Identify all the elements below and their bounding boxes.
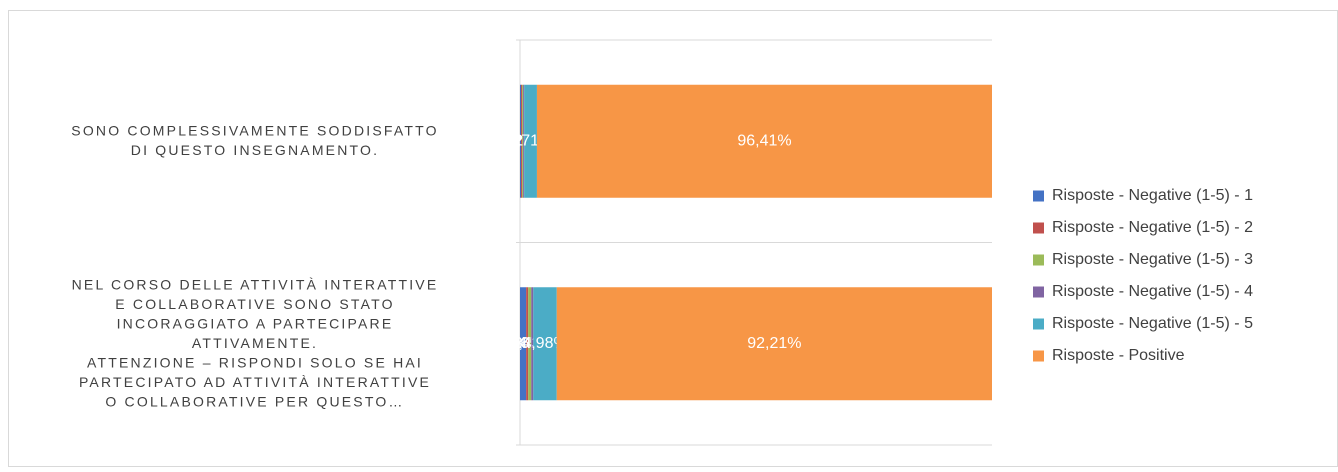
bar-segment: [531, 287, 534, 401]
value-label: 92,21%: [747, 335, 801, 352]
bar-segment: [526, 287, 529, 401]
category-label: SONO COMPLESSIVAMENTE SODDISFATTO DI QUES…: [71, 122, 438, 158]
bar-segment: [533, 287, 557, 401]
bar-segment: [520, 84, 522, 198]
bar-segment: [521, 84, 523, 198]
legend-label: Risposte - Negative (1-5) - 3: [1052, 251, 1253, 268]
legend-label: Risposte - Negative (1-5) - 4: [1052, 283, 1253, 300]
bar-segment: [524, 84, 537, 198]
legend-swatch: [1033, 190, 1044, 202]
legend-label: Risposte - Positive: [1052, 347, 1185, 364]
bar-segment: [520, 287, 527, 401]
legend-label: Risposte - Negative (1-5) - 1: [1052, 187, 1253, 204]
bar-segment: [523, 84, 525, 198]
bar-segment: [522, 84, 524, 198]
legend-label: Risposte - Negative (1-5) - 5: [1052, 315, 1253, 332]
value-label: 96,41%: [737, 132, 791, 149]
category-label: NEL CORSO DELLE ATTIVITÀ INTERATTIVE E CO…: [72, 276, 439, 409]
legend-swatch: [1033, 286, 1044, 298]
legend-swatch: [1033, 222, 1044, 234]
bar-segment: [528, 287, 532, 401]
legend-label: Risposte - Negative (1-5) - 2: [1052, 219, 1253, 236]
bar-segment: [536, 84, 992, 198]
bar-segment: [556, 287, 992, 401]
legend-swatch: [1033, 254, 1044, 266]
value-label: 4,98%: [522, 335, 567, 352]
legend-swatch: [1033, 350, 1044, 362]
legend-swatch: [1033, 318, 1044, 330]
